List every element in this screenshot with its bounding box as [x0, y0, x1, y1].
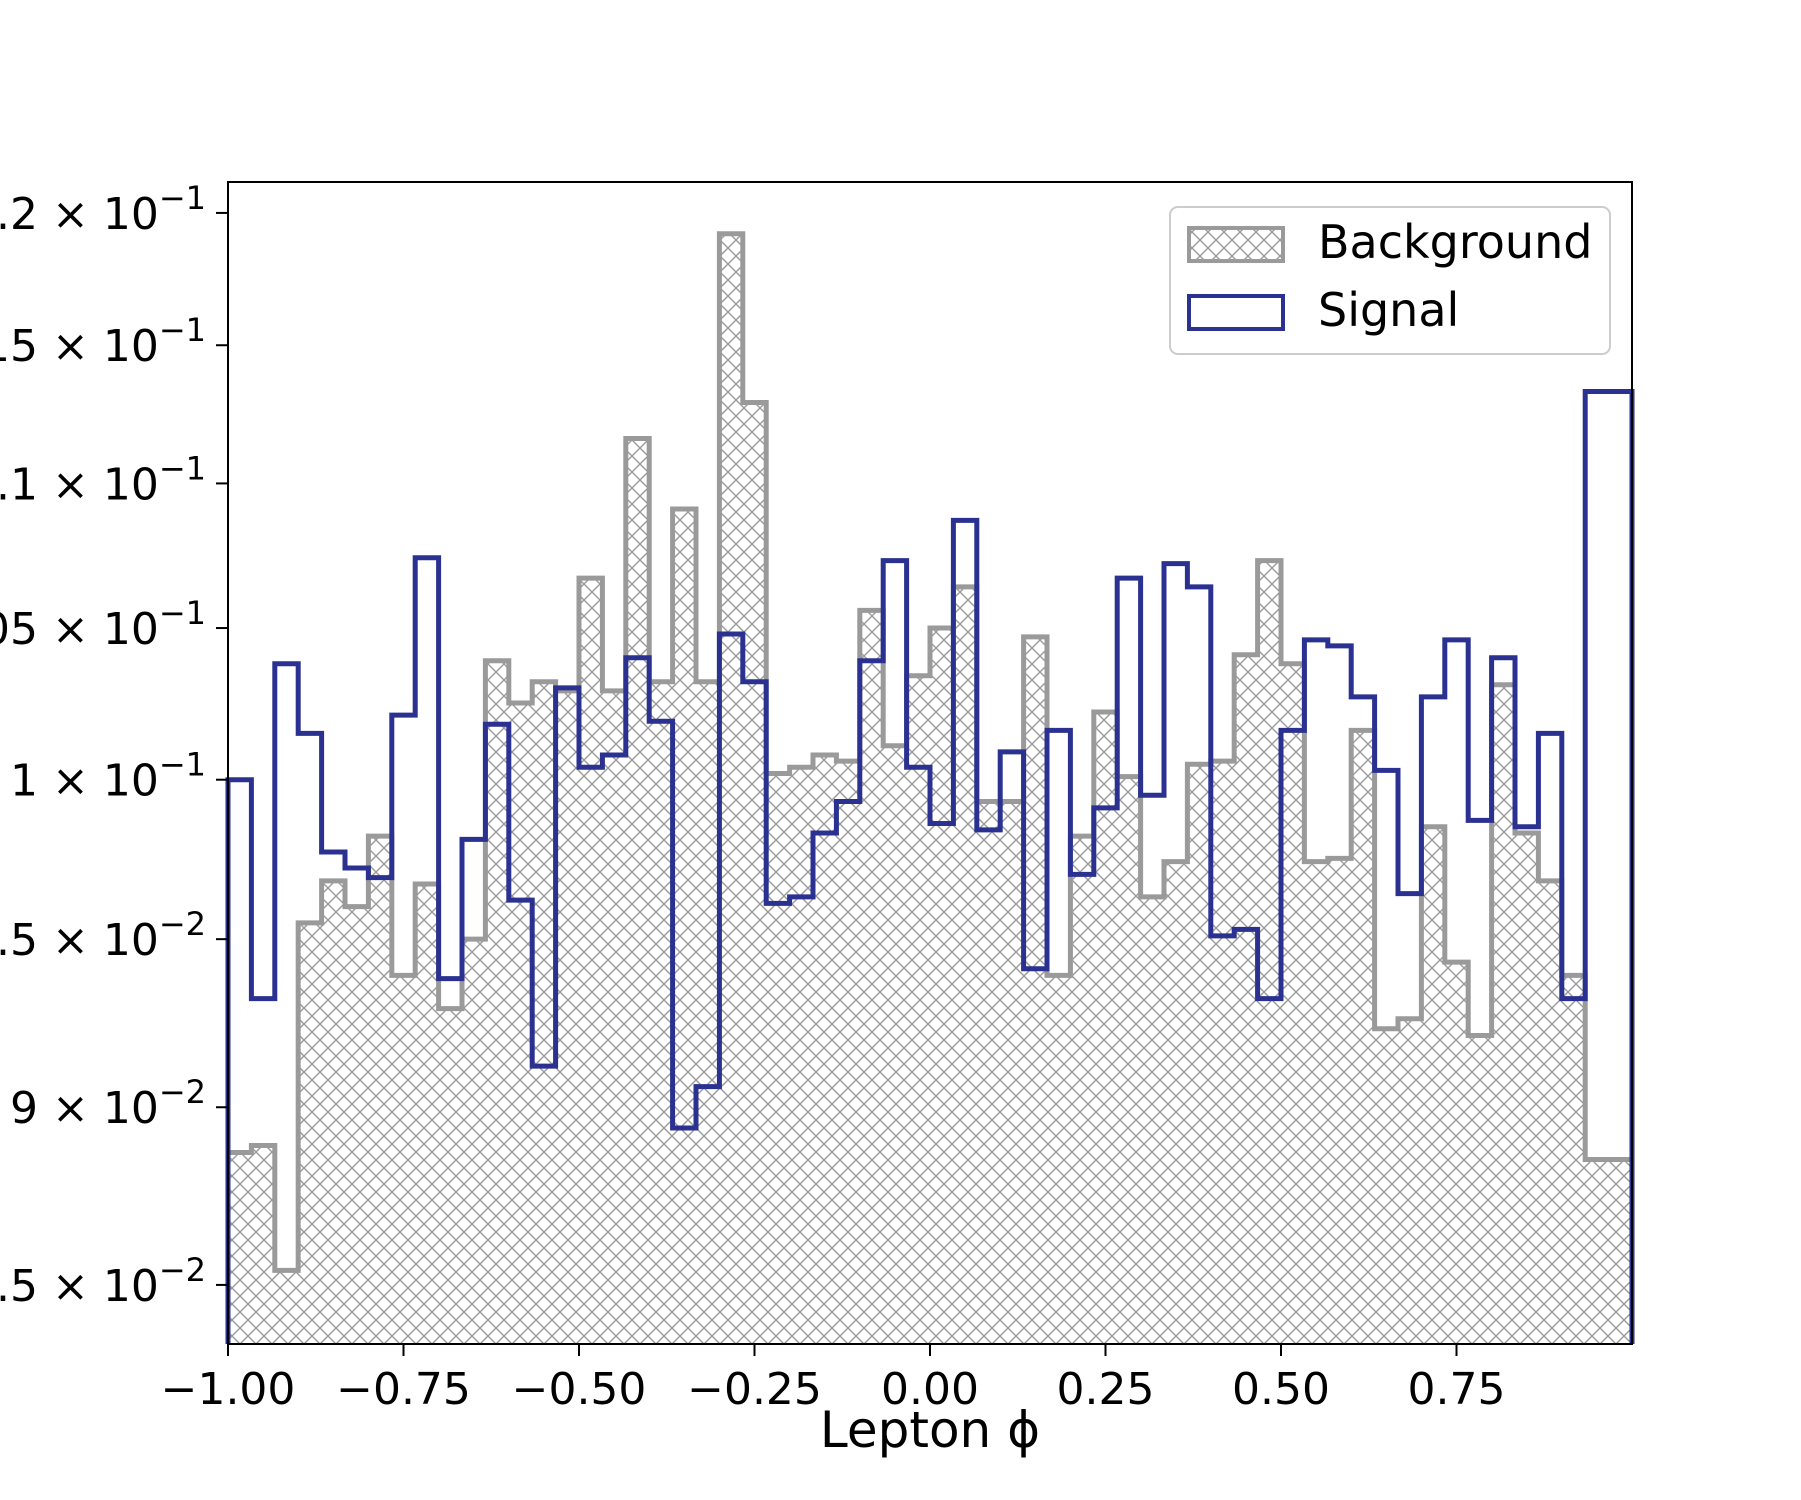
histogram-bar-background: [1000, 801, 1025, 1344]
legend: Background Signal: [1169, 206, 1611, 355]
legend-label-background: Background: [1318, 215, 1592, 269]
x-axis: −1.00 −0.75 −0.50 −0.25 0.00 0.25 0.50 0.75: [161, 1344, 1506, 1415]
legend-swatch-signal: [1187, 294, 1285, 331]
histogram-bar-background: [1327, 858, 1352, 1344]
histogram-bar-background: [391, 975, 416, 1344]
histogram-bar-background: [766, 773, 791, 1344]
y-axis: 1.2 × 10−1 1.15 × 10−1 1.1 × 10−1 1.05 × 10…: [0, 179, 228, 1312]
histogram-bar-background: [1093, 712, 1118, 1344]
histogram-bar-background: [883, 745, 908, 1344]
x-tick-label: −0.25: [687, 1364, 822, 1415]
series-background: [225, 231, 1635, 1345]
histogram-bar-background: [719, 233, 744, 1345]
histogram-bar-background: [1047, 975, 1071, 1344]
x-tick-label: 0.75: [1408, 1364, 1506, 1415]
y-tick-label: 1.2 × 10−1: [0, 179, 206, 240]
legend-label-signal: Signal: [1318, 283, 1459, 337]
histogram-outline-background: [225, 231, 1635, 1344]
histogram-bar-background: [672, 508, 697, 1345]
histogram-bar-background: [602, 690, 627, 1344]
histogram-bar-background: [859, 610, 884, 1344]
histogram-bar-background: [321, 880, 346, 1344]
histogram-bar-background: [251, 1145, 276, 1344]
histogram-bar-background: [368, 836, 393, 1344]
histogram-bar-background: [438, 1008, 463, 1344]
plot-area: [225, 181, 1635, 1345]
histogram-bar-background: [1561, 975, 1586, 1344]
histogram-bar-background: [228, 1152, 252, 1344]
histogram-bar-background: [415, 884, 440, 1344]
x-tick-label: −0.50: [512, 1364, 647, 1415]
y-tick-label: 1 × 10−1: [10, 746, 206, 807]
x-tick-label: 0.50: [1232, 1364, 1330, 1415]
histogram-bar-background: [649, 681, 674, 1344]
histogram-bar-background: [1468, 1035, 1493, 1344]
histogram-bar-background: [1023, 636, 1048, 1344]
histogram-bar-background: [1538, 880, 1563, 1344]
x-tick-label: −1.00: [161, 1364, 296, 1415]
y-tick-label: 9 × 10−2: [10, 1073, 206, 1134]
histogram-bar-background: [1140, 896, 1165, 1344]
histogram-bar-background: [1304, 861, 1329, 1344]
x-tick-label: 0.00: [881, 1364, 979, 1415]
histogram-bar-background: [836, 761, 861, 1344]
x-axis-label: Lepton ϕ: [820, 1401, 1040, 1459]
histogram-bar-background: [976, 801, 1001, 1344]
histogram-bar-background: [1491, 684, 1516, 1344]
histogram-bar-background: [1281, 663, 1305, 1344]
histogram-bar-background: [696, 681, 720, 1344]
histogram-bar-background: [485, 660, 510, 1344]
histogram-bar-background: [1398, 1018, 1422, 1344]
histogram-bar-background: [1070, 836, 1095, 1344]
y-tick-label: 9.5 × 10−2: [0, 905, 206, 966]
y-tick-label: 8.5 × 10−2: [0, 1251, 206, 1312]
histogram-bar-background: [345, 906, 369, 1344]
histogram-bar-background: [1515, 833, 1539, 1344]
x-tick-label: −0.75: [336, 1364, 471, 1415]
histogram-bar-background: [1444, 962, 1469, 1344]
y-tick-label: 1.15 × 10−1: [0, 311, 206, 372]
histogram-bar-background: [1608, 1159, 1633, 1344]
histogram-bar-background: [508, 702, 533, 1344]
histogram-bar-background: [742, 402, 767, 1344]
histogram-bar-background: [1374, 1028, 1399, 1344]
histogram-bar-background: [1421, 826, 1446, 1344]
histogram-bar-background: [625, 438, 650, 1345]
histogram-bar-background: [274, 1270, 299, 1344]
histogram-bar-background: [555, 690, 580, 1344]
histogram-bar-background: [1210, 761, 1235, 1344]
histogram-bar-background: [1164, 861, 1188, 1344]
histogram-bar-background: [462, 939, 486, 1344]
x-tick-label: 0.25: [1057, 1364, 1155, 1415]
histogram-step-signal: [225, 389, 1635, 1344]
histogram-bar-background: [1257, 560, 1282, 1344]
y-tick-label: 1.1 × 10−1: [0, 449, 206, 510]
histogram-bar-background: [298, 922, 323, 1344]
histogram-bar-background: [1234, 654, 1259, 1344]
histogram-bar-background: [579, 578, 603, 1344]
histogram-bar-background: [1351, 730, 1376, 1344]
histogram-bar-background: [906, 675, 931, 1344]
legend-swatch-background: [1187, 226, 1285, 263]
histogram-bar-background: [789, 767, 814, 1344]
histogram-bar-background: [1187, 764, 1212, 1344]
histogram-bar-background: [813, 754, 837, 1344]
histogram-bar-background: [1585, 1159, 1610, 1344]
histogram-bar-background: [532, 681, 557, 1344]
series-signal: [225, 389, 1635, 1344]
histogram-bar-background: [1117, 776, 1142, 1344]
histogram-bar-background: [930, 628, 954, 1344]
y-tick-label: 1.05 × 10−1: [0, 594, 206, 655]
histogram-bar-background: [953, 586, 978, 1344]
